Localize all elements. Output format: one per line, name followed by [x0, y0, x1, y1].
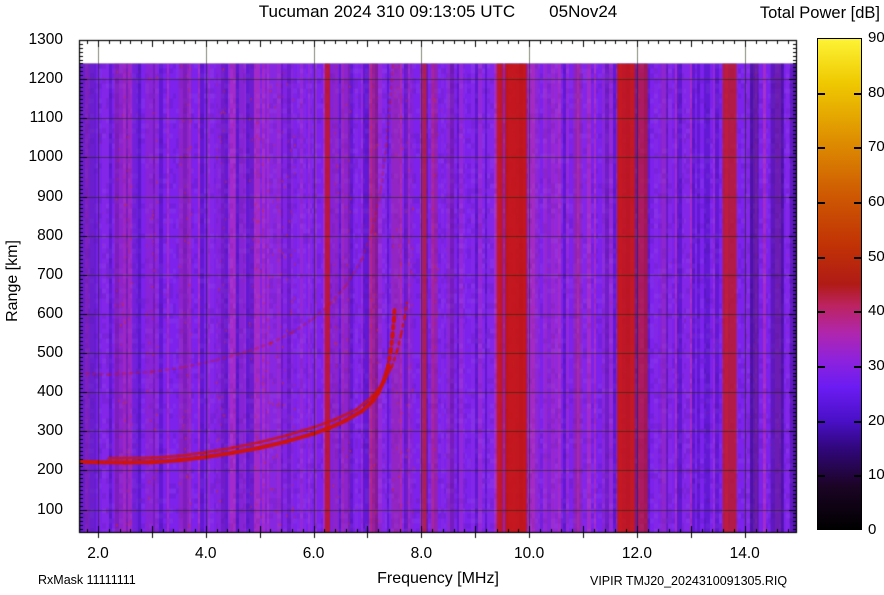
colorbar-tick — [854, 366, 861, 368]
ionogram-heatmap-plot — [67, 28, 809, 545]
y-tick-label: 700 — [37, 265, 63, 283]
colorbar-tick-label: 50 — [868, 247, 884, 265]
x-tick-label: 12.0 — [621, 545, 652, 562]
title-date: 05Nov24 — [549, 2, 618, 21]
colorbar-tick — [818, 92, 825, 95]
y-tick-label: 600 — [37, 304, 63, 322]
y-tick-label: 1100 — [29, 109, 63, 127]
colorbar-tick-label: 70 — [868, 138, 884, 156]
colorbar-tick — [854, 92, 861, 95]
colorbar-tick — [818, 366, 825, 368]
colorbar-tick — [818, 311, 825, 314]
colorbar-tick-label: 30 — [868, 357, 884, 374]
title-station-time: Tucuman 2024 310 09:13:05 UTC — [258, 2, 516, 21]
x-tick-label: 4.0 — [194, 545, 217, 562]
colorbar-gradient — [817, 38, 862, 530]
y-tick-label: 1000 — [28, 148, 63, 166]
colorbar-tick — [818, 420, 825, 423]
colorbar-tick — [854, 256, 861, 259]
data-file-label: VIPIR TMJ20_2024310091305.RIQ — [590, 574, 788, 588]
colorbar-tick — [854, 202, 861, 204]
colorbar-tick — [818, 256, 825, 259]
y-tick-label: 500 — [37, 344, 63, 362]
colorbar-tick-label: 10 — [868, 466, 884, 484]
colorbar-tick — [818, 202, 825, 204]
y-tick-label: 900 — [37, 187, 63, 205]
colorbar-tick-label: 80 — [868, 83, 884, 101]
colorbar-tick — [854, 147, 861, 150]
colorbar-tick — [818, 475, 825, 478]
x-tick-label: 10.0 — [514, 545, 545, 562]
rxmask-label: RxMask 11111111 — [38, 573, 136, 587]
y-tick-label: 100 — [37, 500, 63, 518]
colorbar-tick-label: 40 — [868, 302, 884, 320]
colorbar-tick-label: 60 — [868, 193, 884, 210]
colorbar-tick — [854, 311, 861, 314]
x-tick-label: 2.0 — [87, 545, 109, 562]
x-tick-label: 8.0 — [410, 545, 433, 562]
figure-title: Tucuman 2024 310 09:13:05 UTC 05Nov24 — [79, 2, 797, 22]
colorbar-title: Total Power [dB] — [759, 4, 880, 22]
y-tick-label: 1200 — [28, 70, 63, 88]
y-tick-label: 200 — [37, 461, 63, 479]
x-tick-label: 6.0 — [302, 545, 325, 562]
y-tick-label: 800 — [37, 226, 63, 244]
colorbar-tick-label: 0 — [868, 521, 877, 538]
x-tick-label: 14.0 — [729, 545, 760, 562]
y-tick-label: 400 — [37, 383, 63, 401]
colorbar-tick — [854, 475, 861, 478]
colorbar-tick — [818, 147, 825, 150]
colorbar-tick-label: 90 — [868, 29, 884, 46]
colorbar-tick — [854, 420, 861, 423]
y-tick-label: 300 — [37, 422, 63, 440]
x-axis-title: Frequency [MHz] — [377, 570, 499, 587]
colorbar-tick-label: 20 — [868, 411, 884, 429]
y-tick-label: 1300 — [28, 31, 63, 48]
